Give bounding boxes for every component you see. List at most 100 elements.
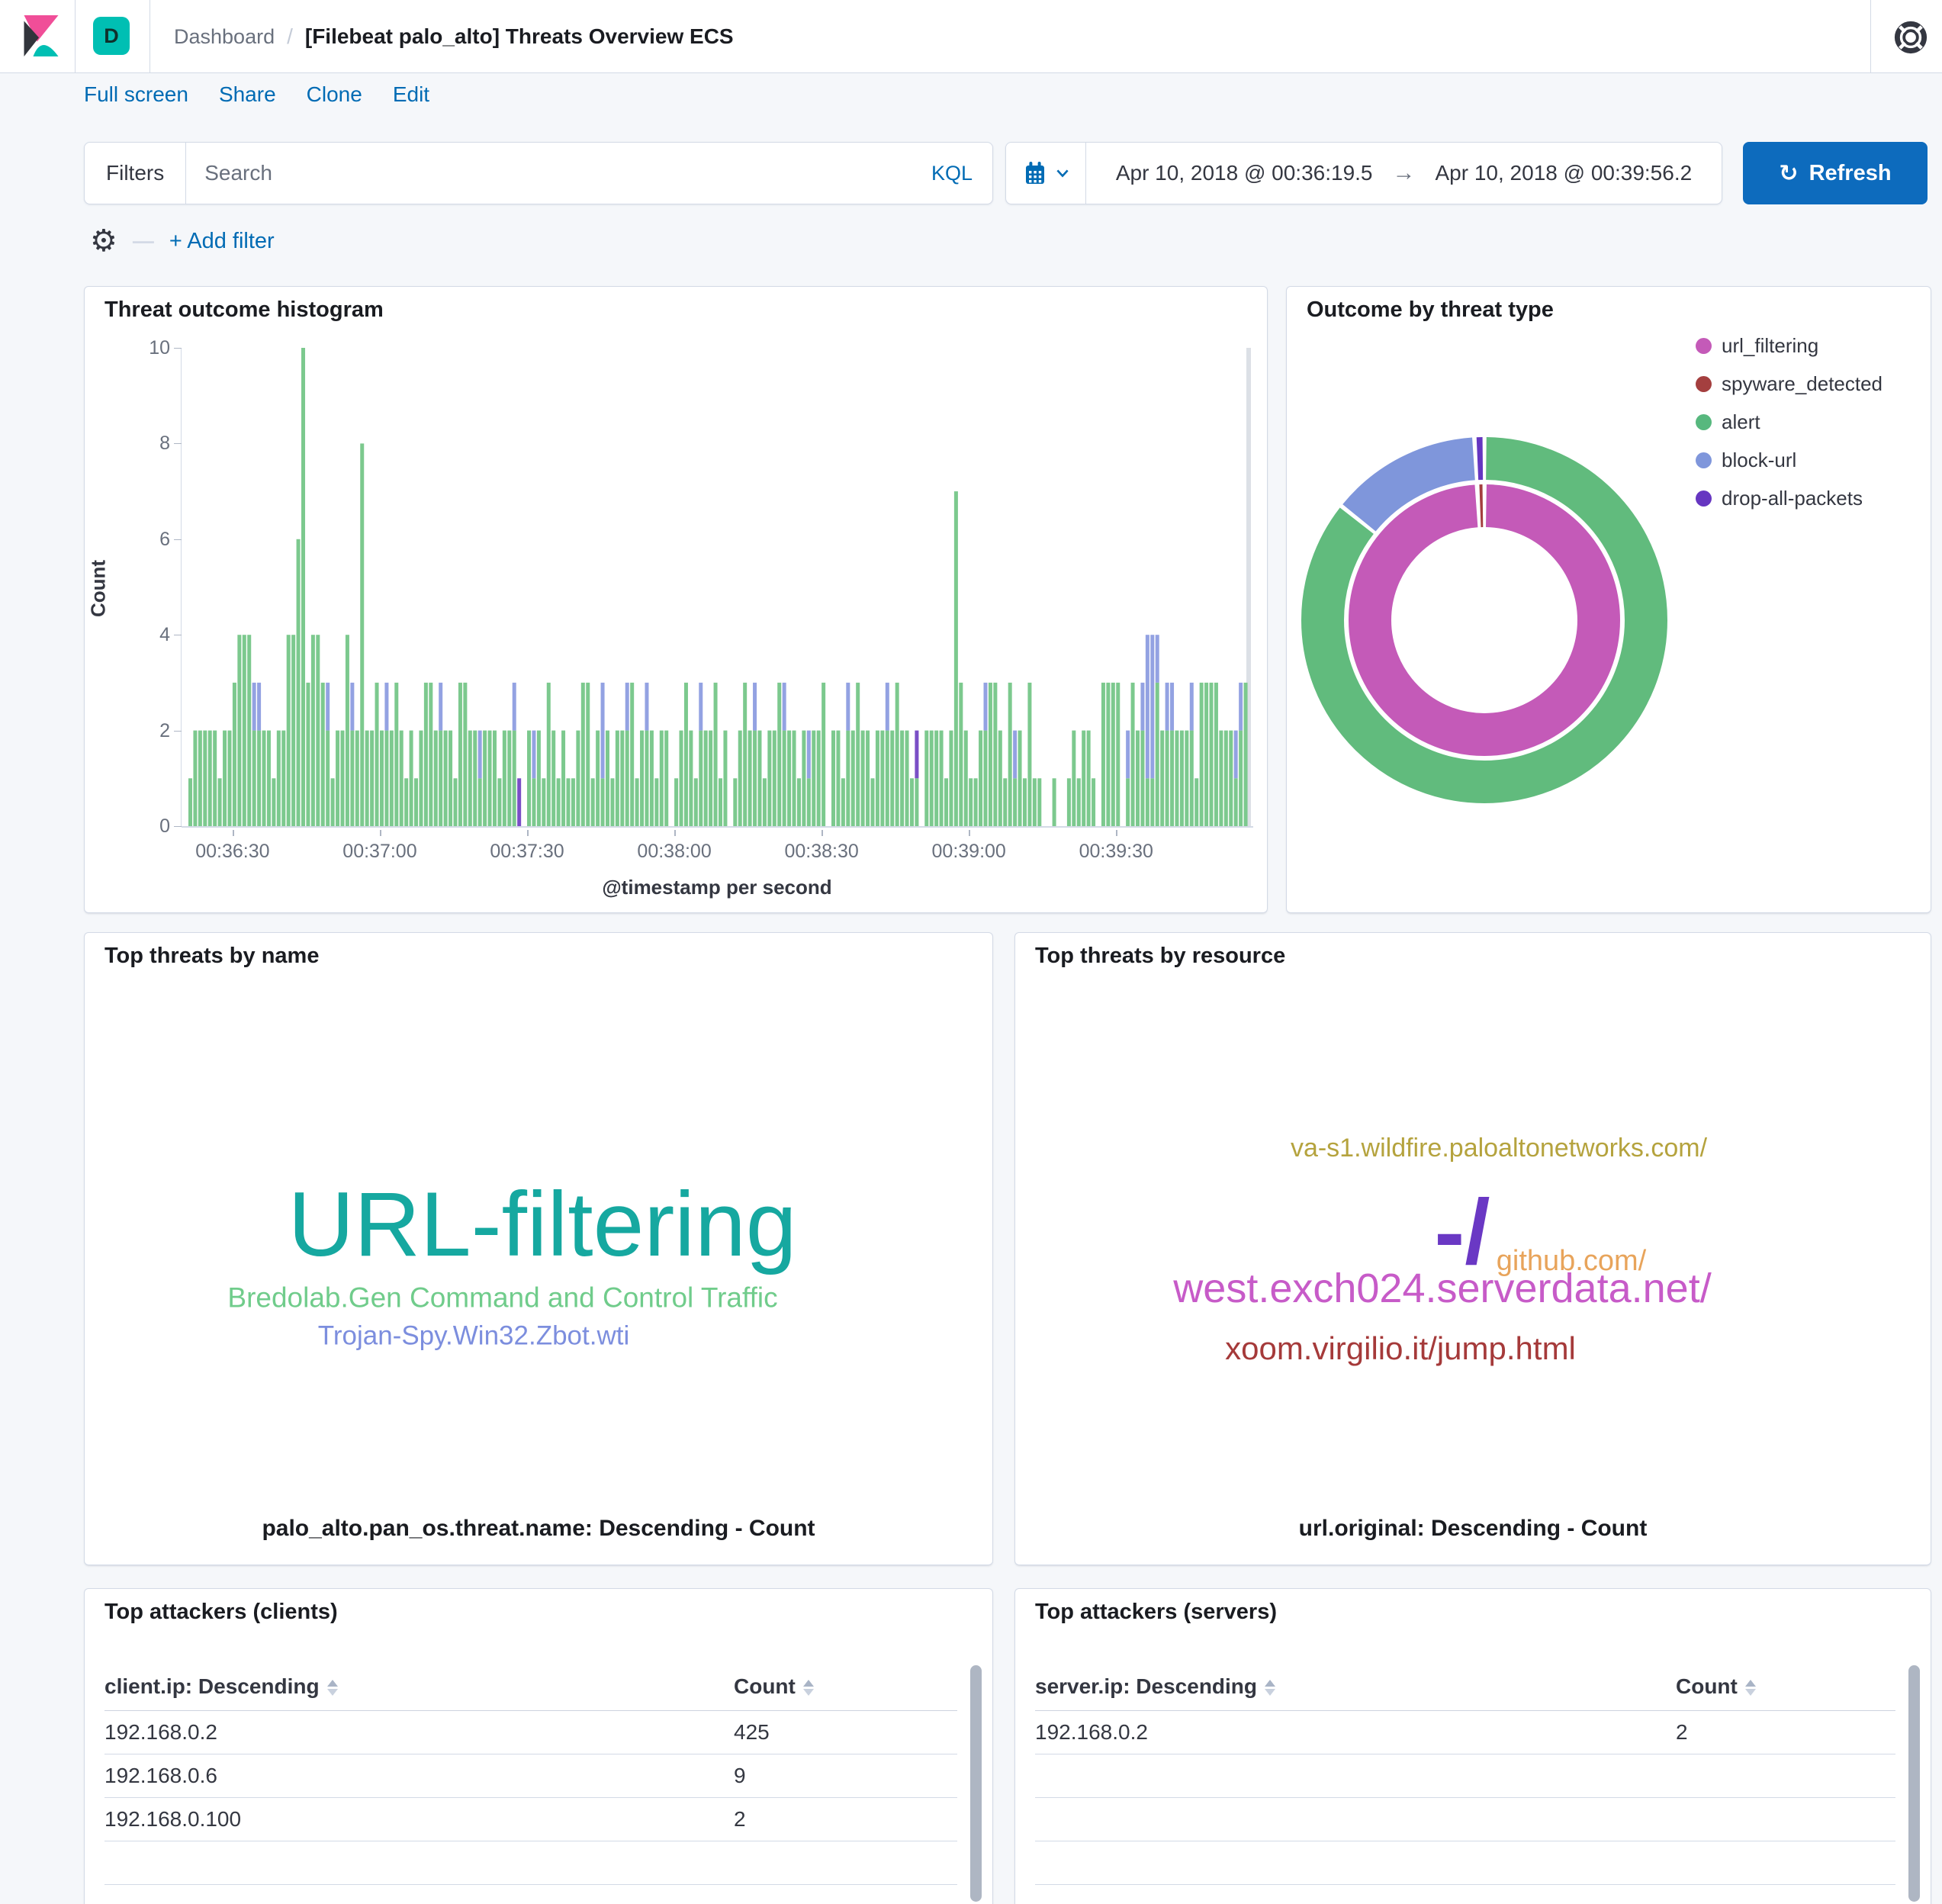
histogram-bar[interactable] bbox=[487, 730, 492, 826]
histogram-bar[interactable] bbox=[836, 730, 841, 826]
histogram-bar[interactable] bbox=[600, 682, 605, 779]
histogram-bar[interactable] bbox=[276, 730, 281, 826]
histogram-bar[interactable] bbox=[203, 730, 207, 826]
histogram-bar[interactable] bbox=[1243, 682, 1248, 826]
histogram-bar[interactable] bbox=[257, 682, 262, 731]
legend-item-block-url[interactable]: block-url bbox=[1696, 449, 1883, 472]
histogram-bar[interactable] bbox=[556, 778, 561, 826]
histogram-bar[interactable] bbox=[1229, 730, 1233, 826]
toolbar-link-full-screen[interactable]: Full screen bbox=[84, 82, 188, 106]
histogram-bar[interactable] bbox=[546, 682, 551, 826]
histogram-bar[interactable] bbox=[1032, 778, 1037, 826]
histogram-plot[interactable] bbox=[182, 348, 1252, 826]
ip-cell[interactable]: 192.168.0.2 bbox=[104, 1720, 217, 1744]
histogram-bar[interactable] bbox=[1101, 682, 1105, 826]
histogram-bar[interactable] bbox=[217, 778, 222, 826]
histogram-bar[interactable] bbox=[748, 730, 752, 826]
histogram-bar[interactable] bbox=[188, 778, 192, 826]
histogram-bar[interactable] bbox=[1233, 778, 1238, 826]
histogram-bar[interactable] bbox=[232, 682, 236, 826]
histogram-bar[interactable] bbox=[345, 635, 349, 826]
histogram-bar[interactable] bbox=[468, 730, 472, 826]
histogram-bar[interactable] bbox=[1239, 730, 1243, 826]
histogram-bar[interactable] bbox=[507, 730, 512, 826]
histogram-bar[interactable] bbox=[723, 730, 728, 826]
histogram-bar[interactable] bbox=[439, 682, 443, 731]
histogram-bar[interactable] bbox=[1076, 778, 1081, 826]
histogram-bar[interactable] bbox=[429, 682, 433, 826]
histogram-bar[interactable] bbox=[350, 730, 355, 826]
date-start[interactable]: Apr 10, 2018 @ 00:36:19.5 bbox=[1115, 161, 1373, 185]
histogram-bar[interactable] bbox=[915, 730, 919, 779]
table-row[interactable]: 192.168.0.6 9 bbox=[104, 1754, 957, 1798]
tag-cloud-term[interactable]: -/ bbox=[1434, 1181, 1490, 1283]
histogram-bar[interactable] bbox=[419, 730, 423, 826]
histogram-bar[interactable] bbox=[1150, 635, 1155, 779]
histogram-bar[interactable] bbox=[423, 682, 428, 826]
histogram-bar[interactable] bbox=[703, 730, 708, 826]
histogram-bar[interactable] bbox=[340, 730, 345, 826]
histogram-bar[interactable] bbox=[399, 730, 404, 826]
histogram-bar[interactable] bbox=[1219, 730, 1223, 826]
histogram-bar[interactable] bbox=[1072, 730, 1076, 826]
histogram-bar[interactable] bbox=[983, 730, 988, 826]
column-header[interactable]: client.ip: Descending bbox=[104, 1674, 338, 1699]
histogram-bar[interactable] bbox=[979, 730, 983, 826]
histogram-bar[interactable] bbox=[738, 730, 742, 826]
count-cell[interactable]: 425 bbox=[734, 1720, 770, 1744]
histogram-bar[interactable] bbox=[821, 682, 826, 826]
histogram-bar[interactable] bbox=[571, 778, 575, 826]
legend-item-spyware_detected[interactable]: spyware_detected bbox=[1696, 372, 1883, 396]
histogram-bar[interactable] bbox=[1013, 730, 1018, 779]
histogram-bar[interactable] bbox=[699, 682, 703, 731]
toolbar-link-clone[interactable]: Clone bbox=[306, 82, 362, 106]
histogram-bar[interactable] bbox=[860, 730, 865, 826]
histogram-bar[interactable] bbox=[517, 778, 522, 826]
histogram-bar[interactable] bbox=[492, 730, 497, 826]
histogram-bar[interactable] bbox=[944, 778, 949, 826]
histogram-bar[interactable] bbox=[326, 682, 330, 731]
histogram-bar[interactable] bbox=[890, 730, 895, 826]
histogram-bar[interactable] bbox=[959, 682, 963, 826]
histogram-bar[interactable] bbox=[439, 730, 443, 826]
histogram-bar[interactable] bbox=[812, 730, 816, 826]
tag-cloud-term[interactable]: Trojan-Spy.Win32.Zbot.wti bbox=[317, 1320, 630, 1351]
histogram-bar[interactable] bbox=[286, 635, 291, 826]
histogram-bar[interactable] bbox=[389, 730, 394, 826]
histogram-bar[interactable] bbox=[370, 730, 375, 826]
search-input[interactable] bbox=[186, 161, 931, 185]
space-badge[interactable]: D bbox=[93, 17, 130, 55]
table-scrollbar[interactable] bbox=[1908, 1665, 1920, 1902]
histogram-bar[interactable] bbox=[1165, 730, 1169, 826]
histogram-bar[interactable] bbox=[846, 682, 850, 731]
histogram-bar[interactable] bbox=[880, 730, 885, 826]
tag-cloud-term[interactable]: xoom.virgilio.it/jump.html bbox=[1225, 1330, 1576, 1366]
histogram-bar[interactable] bbox=[272, 778, 276, 826]
histogram-bar[interactable] bbox=[330, 778, 335, 826]
histogram-bar[interactable] bbox=[576, 730, 580, 826]
histogram-bar[interactable] bbox=[1199, 682, 1204, 826]
histogram-bar[interactable] bbox=[1223, 730, 1228, 826]
histogram-bar[interactable] bbox=[1150, 778, 1155, 826]
histogram-bar[interactable] bbox=[477, 778, 482, 826]
histogram-bar[interactable] bbox=[1145, 778, 1149, 826]
histogram-bar[interactable] bbox=[453, 778, 458, 826]
histogram-bar[interactable] bbox=[409, 730, 413, 826]
histogram-bar[interactable] bbox=[983, 682, 988, 731]
histogram-bar[interactable] bbox=[502, 730, 506, 826]
histogram-bar[interactable] bbox=[473, 730, 477, 826]
breadcrumb-dashboard[interactable]: Dashboard bbox=[174, 24, 275, 48]
histogram-bar[interactable] bbox=[856, 682, 860, 826]
histogram-bar[interactable] bbox=[306, 682, 310, 826]
date-quick-select[interactable] bbox=[1006, 143, 1086, 204]
histogram-bar[interactable] bbox=[237, 635, 242, 826]
histogram-bar[interactable] bbox=[384, 682, 389, 731]
kql-toggle[interactable]: KQL bbox=[931, 161, 973, 185]
histogram-bar[interactable] bbox=[512, 682, 516, 731]
histogram-bar[interactable] bbox=[266, 730, 271, 826]
histogram-bar[interactable] bbox=[1027, 682, 1032, 826]
histogram-bar[interactable] bbox=[895, 682, 899, 826]
sort-icon[interactable] bbox=[326, 1679, 338, 1696]
histogram-bar[interactable] bbox=[281, 730, 286, 826]
histogram-bar[interactable] bbox=[1126, 730, 1130, 779]
